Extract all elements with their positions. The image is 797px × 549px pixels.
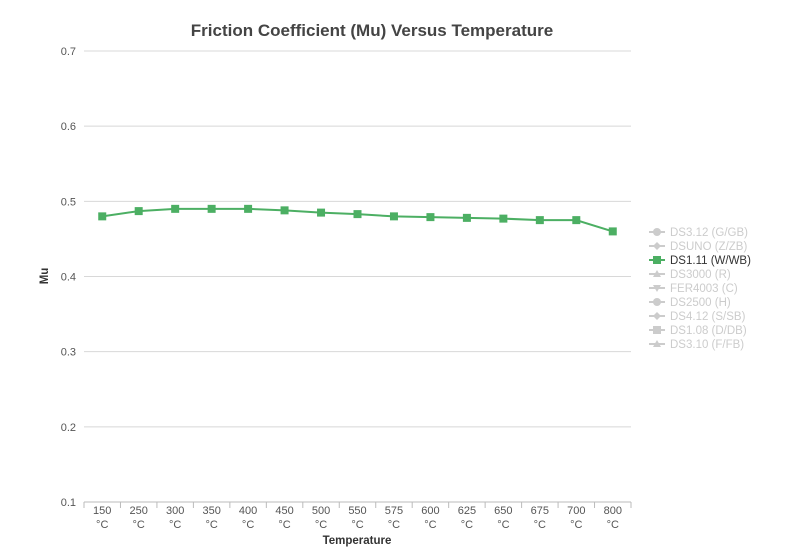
legend-marker: [653, 340, 661, 347]
x-tick-label: 150: [93, 505, 111, 517]
legend-item[interactable]: DS2500 (H): [649, 297, 731, 309]
data-point[interactable]: [134, 207, 143, 216]
x-tick-unit: °C: [570, 519, 582, 531]
legend-item[interactable]: DS3.12 (G/GB): [649, 227, 748, 239]
x-tick-unit: °C: [278, 519, 290, 531]
legend-label: DSUNO (Z/ZB): [670, 241, 747, 253]
legend-label: DS3.10 (F/FB): [670, 339, 744, 351]
legend-item[interactable]: DS4.12 (S/SB): [649, 311, 746, 323]
x-tick-label: 350: [202, 505, 220, 517]
x-tick-unit: °C: [534, 519, 546, 531]
x-tick-label: 550: [348, 505, 366, 517]
x-tick-unit: °C: [169, 519, 181, 531]
x-tick-label: 500: [312, 505, 330, 517]
data-point[interactable]: [280, 206, 289, 215]
y-tick-label: 0.4: [61, 272, 76, 284]
legend-marker: [653, 326, 661, 334]
x-tick-label: 250: [130, 505, 148, 517]
x-tick-unit: °C: [424, 519, 436, 531]
plot-area: [98, 204, 617, 236]
x-tick-label: 800: [604, 505, 622, 517]
x-tick-label: 675: [531, 505, 549, 517]
legend-item[interactable]: DSUNO (Z/ZB): [649, 241, 747, 253]
x-tick-unit: °C: [315, 519, 327, 531]
legend-item[interactable]: DS1.08 (D/DB): [649, 325, 747, 337]
y-tick-label: 0.7: [61, 46, 76, 58]
legend-label: DS2500 (H): [670, 297, 731, 309]
x-tick-unit: °C: [388, 519, 400, 531]
data-point[interactable]: [353, 210, 362, 219]
legend-item[interactable]: DS3.10 (F/FB): [649, 339, 744, 351]
legend-marker: [653, 270, 661, 277]
legend-marker: [653, 298, 661, 306]
legend-item[interactable]: FER4003 (C): [649, 283, 738, 295]
x-tick-label: 625: [458, 505, 476, 517]
data-point[interactable]: [462, 213, 471, 222]
legend-marker: [653, 312, 661, 320]
x-tick-label: 400: [239, 505, 257, 517]
data-point[interactable]: [389, 212, 398, 221]
y-tick-label: 0.2: [61, 422, 76, 434]
legend-label: DS1.11 (W/WB): [670, 255, 751, 267]
y-axis-ticks: 0.1 0.2 0.3 0.4 0.5 0.6 0.7: [61, 46, 76, 509]
x-tick-unit: °C: [133, 519, 145, 531]
x-tick-label: 300: [166, 505, 184, 517]
x-tick-unit: °C: [461, 519, 473, 531]
y-tick-label: 0.3: [61, 347, 76, 359]
legend-marker: [653, 285, 661, 292]
x-tick-label: 450: [275, 505, 293, 517]
data-point[interactable]: [535, 216, 544, 225]
legend-marker: [653, 242, 661, 250]
legend-marker: [653, 256, 661, 264]
grid-lines: [84, 50, 631, 428]
data-point[interactable]: [98, 212, 107, 221]
y-tick-label: 0.6: [61, 121, 76, 133]
data-point[interactable]: [499, 214, 508, 223]
data-point[interactable]: [207, 204, 216, 213]
x-tick-label: 700: [567, 505, 585, 517]
y-axis-title: Mu: [39, 268, 51, 285]
legend-label: DS3000 (R): [670, 269, 731, 281]
legend-label: DS3.12 (G/GB): [670, 227, 748, 239]
data-point[interactable]: [244, 204, 253, 213]
y-tick-label: 0.1: [61, 497, 76, 509]
legend-label: DS4.12 (S/SB): [670, 311, 746, 323]
chart-title: Friction Coefficient (Mu) Versus Tempera…: [191, 21, 553, 40]
x-tick-unit: °C: [96, 519, 108, 531]
x-tick-label: 650: [494, 505, 512, 517]
data-point[interactable]: [608, 227, 617, 236]
x-tick-unit: °C: [497, 519, 509, 531]
legend-item[interactable]: DS1.11 (W/WB): [649, 255, 751, 267]
y-tick-label: 0.5: [61, 196, 76, 208]
data-point[interactable]: [317, 208, 326, 217]
x-tick-label: 575: [385, 505, 403, 517]
data-point[interactable]: [426, 213, 435, 222]
x-tick-unit: °C: [607, 519, 619, 531]
legend-marker: [653, 228, 661, 236]
x-tick-unit: °C: [351, 519, 363, 531]
data-point[interactable]: [171, 204, 180, 213]
legend: DS3.12 (G/GB) DSUNO (Z/ZB) DS1.11 (W/WB) DS…: [649, 227, 751, 351]
data-point[interactable]: [572, 216, 581, 225]
x-tick-label: 600: [421, 505, 439, 517]
legend-label: FER4003 (C): [670, 283, 738, 295]
x-tick-unit: °C: [242, 519, 254, 531]
legend-label: DS1.08 (D/DB): [670, 325, 747, 337]
x-axis-title: Temperature: [323, 535, 392, 547]
x-tick-unit: °C: [205, 519, 217, 531]
legend-item[interactable]: DS3000 (R): [649, 269, 731, 281]
x-axis: 150 °C 250 °C 300 °C 350 °C 400 °C 450 °C 500 °C 550 °C…: [83, 501, 632, 531]
